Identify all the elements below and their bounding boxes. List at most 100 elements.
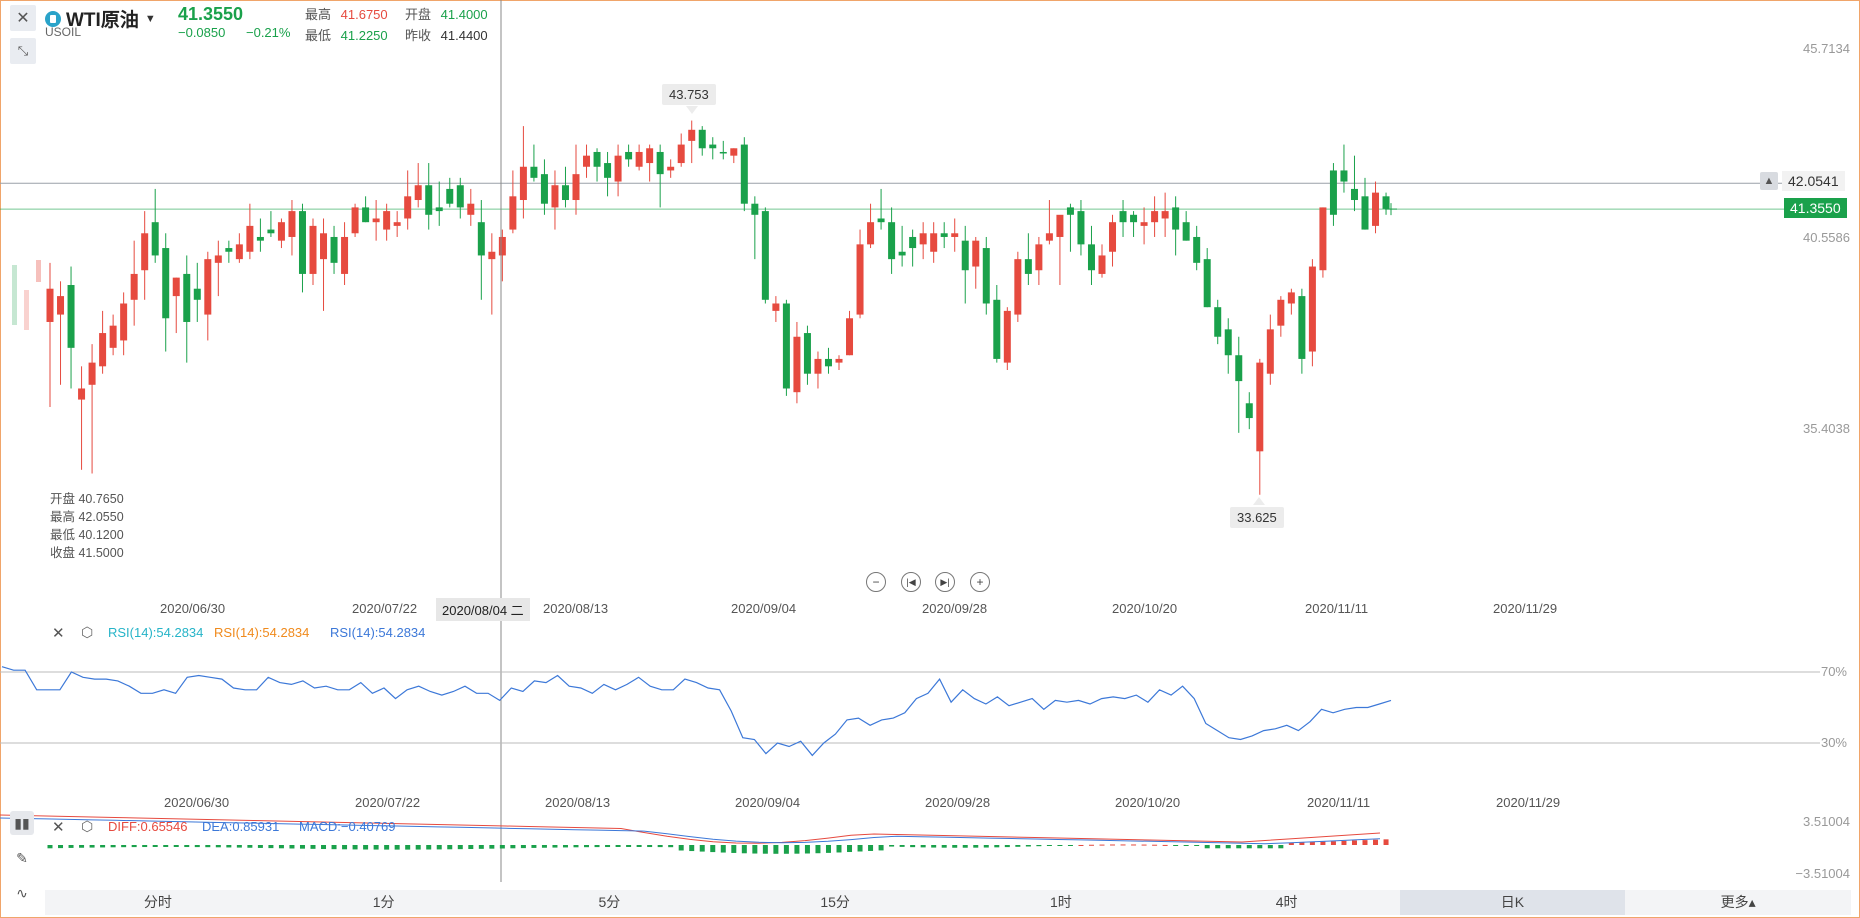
macd-bar [142, 845, 148, 848]
candle [509, 196, 517, 230]
macd-bar [1299, 842, 1305, 845]
macd-bar [478, 845, 484, 849]
macd-bar [1067, 845, 1073, 846]
candle [36, 260, 41, 282]
date-tick: 2020/10/20 [1115, 795, 1181, 810]
tab-4hour[interactable]: 4时 [1275, 894, 1298, 910]
macd-bar [1057, 845, 1063, 846]
candle [425, 185, 433, 215]
candle [1130, 214, 1138, 223]
tab-15min[interactable]: 15分 [820, 894, 850, 910]
indicator-tool-icon[interactable]: ∿ [16, 884, 28, 901]
macd-value-legend: MACD:−0.40769 [299, 819, 396, 834]
macd-bar [310, 845, 316, 849]
candle [372, 218, 380, 223]
tab-1min[interactable]: 1分 [372, 894, 395, 910]
collapse-button[interactable]: ⤡ [10, 38, 36, 64]
candle [1140, 222, 1148, 226]
scroll-start-button[interactable]: |◀ [901, 572, 921, 592]
candle [740, 144, 748, 204]
candle [1350, 188, 1358, 201]
max-price-callout: 43.753 [662, 84, 716, 105]
candle [267, 229, 275, 234]
candle-tool-icon[interactable]: ▮▮ [10, 811, 34, 835]
macd-bar [562, 845, 568, 848]
close-chart-button[interactable]: ✕ [10, 5, 36, 31]
alert-bell-icon[interactable]: ▲ [1760, 172, 1778, 190]
candle [183, 273, 191, 322]
macd-bar [931, 845, 937, 848]
macd-bar [47, 845, 53, 849]
macd-bar [1309, 842, 1315, 845]
candle [730, 148, 738, 156]
tab-daily[interactable]: 日K [1399, 890, 1626, 915]
candle [688, 129, 696, 141]
macd-bar [373, 845, 379, 850]
macd-bar [825, 845, 831, 853]
tab-1hour[interactable]: 1时 [1049, 894, 1072, 910]
close-rsi-icon[interactable]: ✕ [52, 625, 65, 642]
macd-bar [457, 845, 463, 850]
candle [330, 236, 338, 263]
pen-tool-icon[interactable]: ✎ [16, 849, 28, 866]
macd-bar [342, 845, 348, 850]
candle [414, 185, 422, 201]
tab-more[interactable]: 更多▴ [1720, 894, 1756, 910]
macd-bar [1362, 840, 1368, 845]
settings-icon[interactable]: ⬡ [81, 624, 94, 640]
macd-bar [868, 845, 874, 851]
candle [761, 211, 769, 300]
candle [583, 155, 591, 167]
macd-bar [1131, 844, 1137, 846]
candle [1214, 307, 1222, 337]
price-axis-label: 40.5586 [1803, 230, 1850, 245]
macd-bar [731, 845, 737, 853]
candle [130, 273, 138, 300]
macd-bar [215, 845, 221, 848]
symbol-header[interactable]: WTI原油 ▼ [45, 5, 156, 32]
candle [793, 336, 801, 393]
rsi-line [1, 666, 1392, 757]
macd-bar [720, 845, 726, 853]
macd-bar [510, 845, 516, 849]
date-tick: 2020/07/22 [352, 601, 418, 616]
macd-bar [699, 845, 705, 852]
candle [530, 166, 538, 178]
macd-bar [331, 845, 337, 850]
candle [846, 318, 854, 356]
candle [1287, 292, 1295, 304]
macd-bar [994, 845, 1000, 848]
macd-bar [1046, 845, 1052, 846]
candle [1151, 211, 1159, 223]
zoom-in-button[interactable]: + [970, 572, 990, 592]
macd-bar [973, 845, 979, 848]
macd-bar [1015, 845, 1021, 847]
macd-bar [1320, 841, 1326, 845]
candle [1056, 214, 1064, 237]
candle [1077, 211, 1085, 245]
candle [646, 148, 654, 164]
candle [298, 211, 306, 274]
close-macd-icon[interactable]: ✕ [52, 819, 65, 836]
alert-price-tag[interactable]: 42.0541 [1782, 171, 1845, 191]
plus-icon: + [976, 575, 984, 589]
candle [351, 207, 359, 234]
tab-5min[interactable]: 5分 [598, 894, 621, 910]
tab-minute-chart[interactable]: 分时 [143, 894, 172, 910]
scroll-end-button[interactable]: ▶| [935, 572, 955, 592]
chevron-down-icon[interactable]: ▼ [144, 12, 156, 25]
candle [867, 222, 875, 245]
macd-bar [584, 845, 590, 848]
candle [1235, 355, 1243, 382]
candle [772, 303, 780, 311]
crosshair-ohlc: 开盘 40.7650 最高 42.0550 最低 40.1200 收盘 41.5… [50, 492, 124, 560]
macd-bar [1110, 844, 1116, 846]
candle [824, 358, 832, 367]
min-price-callout: 33.625 [1230, 507, 1284, 528]
settings-icon[interactable]: ⬡ [81, 818, 94, 834]
candle [288, 211, 296, 237]
macd-bar [79, 845, 85, 848]
zoom-out-button[interactable]: − [866, 572, 886, 592]
candle [709, 144, 717, 149]
